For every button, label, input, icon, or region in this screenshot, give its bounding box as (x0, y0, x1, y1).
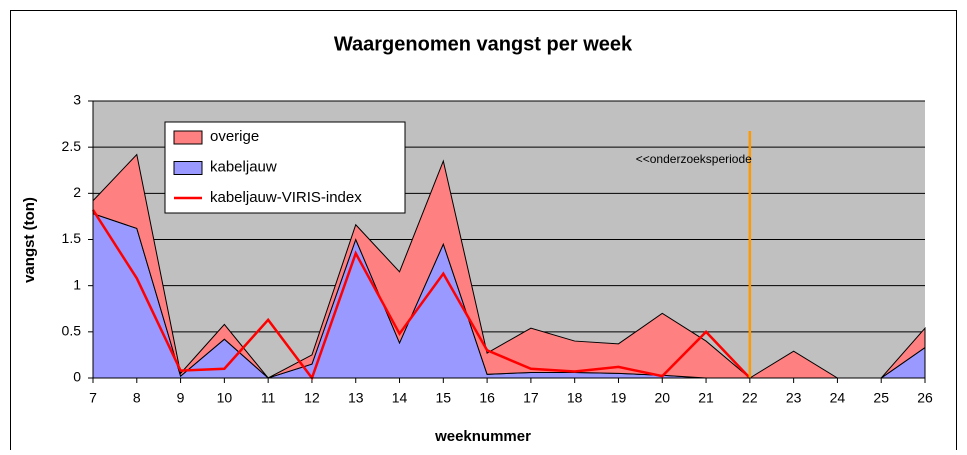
x-tick-label: 21 (698, 390, 714, 406)
y-axis-label: vangst (ton) (21, 197, 38, 283)
chart-title: Waargenomen vangst per week (334, 33, 633, 55)
legend-label: kabeljauw-VIRIS-index (210, 189, 362, 206)
x-tick-label: 8 (133, 390, 141, 406)
x-tick-label: 26 (917, 390, 933, 406)
y-tick-label: 1.5 (62, 230, 82, 246)
x-tick-label: 13 (348, 390, 364, 406)
x-tick-label: 24 (830, 390, 846, 406)
legend-label: kabeljauw (210, 158, 277, 175)
x-tick-label: 9 (177, 390, 185, 406)
x-tick-label: 19 (611, 390, 627, 406)
annotation: <<onderzoeksperiode (636, 152, 752, 166)
legend-swatch (173, 130, 203, 145)
y-tick-label: 2.5 (62, 138, 82, 154)
x-tick-label: 23 (786, 390, 802, 406)
area (92, 153, 926, 379)
y-tick-label: 2 (73, 184, 81, 200)
x-tick-label: 14 (392, 390, 408, 406)
x-tick-label: 20 (654, 390, 670, 406)
x-tick-label: 12 (304, 390, 320, 406)
legend-swatch (173, 161, 203, 175)
legend-label: overige (210, 128, 259, 145)
y-tick-label: 3 (73, 92, 81, 108)
x-tick-label: 16 (479, 390, 495, 406)
line (91, 209, 751, 381)
y-tick-label: 0.5 (62, 323, 82, 339)
x-tick-label: 25 (873, 390, 889, 406)
x-tick-label: 10 (217, 390, 233, 406)
x-tick-label: 11 (261, 390, 276, 406)
legend-box (164, 121, 406, 214)
y-tick-label: 1 (73, 276, 81, 292)
x-tick-label: 15 (436, 390, 452, 406)
x-tick-label: 17 (523, 390, 539, 406)
x-tick-label: 22 (742, 390, 758, 406)
y-tick-label: 0 (73, 369, 81, 385)
legend: overige kabeljauw kabeljauw-VIRIS-index (164, 121, 406, 214)
x-tick-label: 7 (89, 390, 97, 406)
x-axis-label: weeknummer (434, 428, 531, 445)
x-tick-label: 18 (567, 390, 583, 406)
